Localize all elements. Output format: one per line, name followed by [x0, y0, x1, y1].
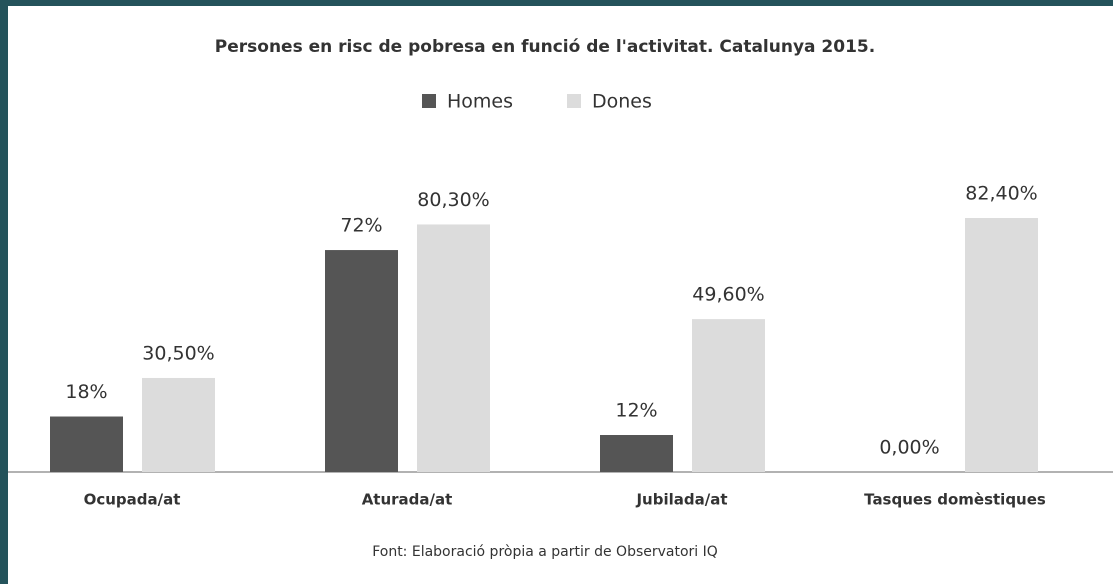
chart-title: Persones en risc de pobresa en funció de… — [215, 37, 875, 57]
legend-swatch — [567, 94, 581, 108]
bar — [417, 224, 490, 472]
x-tick-label: Tasques domèstiques — [864, 491, 1046, 509]
data-label: 80,30% — [417, 189, 489, 211]
legend-swatch — [422, 94, 436, 108]
bar — [692, 319, 765, 472]
data-label: 82,40% — [965, 183, 1037, 205]
legend-label: Dones — [592, 91, 652, 113]
data-label: 0,00% — [879, 437, 939, 459]
bar — [600, 435, 673, 472]
bar — [50, 416, 123, 472]
legend-label: Homes — [447, 91, 513, 113]
x-tick-label: Jubilada/at — [635, 491, 727, 509]
data-label: 30,50% — [142, 342, 214, 364]
source: Font: Elaboració pròpia a partir de Obse… — [372, 544, 718, 560]
data-label: 49,60% — [692, 284, 764, 306]
x-tick-label: Ocupada/at — [84, 491, 181, 509]
bar — [142, 377, 215, 472]
data-label: 72% — [340, 215, 382, 237]
bar — [965, 218, 1038, 472]
panel — [8, 6, 1113, 584]
x-tick-label: Aturada/at — [362, 491, 453, 509]
data-label: 12% — [615, 400, 657, 422]
bar — [325, 250, 398, 472]
data-label: 18% — [65, 381, 107, 403]
